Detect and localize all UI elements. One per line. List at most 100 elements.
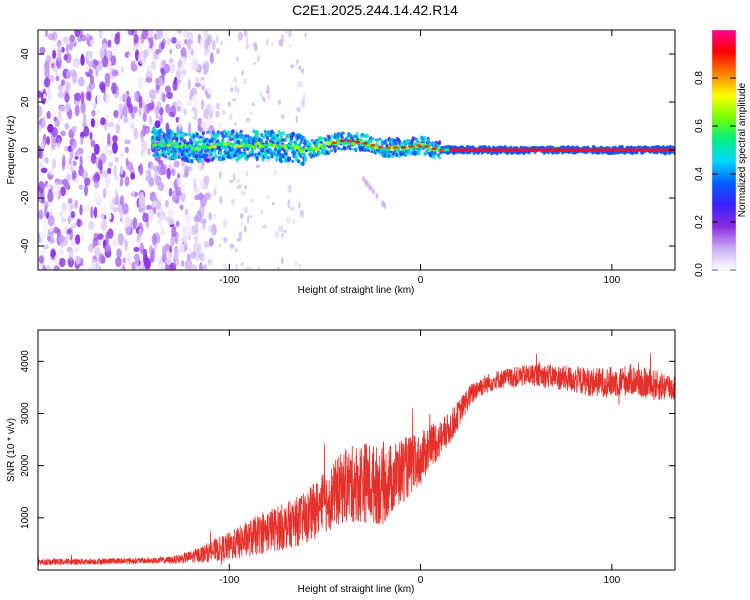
- faint-noise-blob: [304, 32, 307, 38]
- noise-blob: [94, 118, 100, 129]
- noise-blob: [163, 63, 170, 74]
- faint-noise-blob: [298, 263, 302, 270]
- faint-noise-blob: [216, 34, 219, 44]
- noise-blob: [209, 52, 214, 64]
- noise-blob: [133, 127, 139, 140]
- noise-blob: [107, 132, 111, 146]
- noise-blob: [100, 83, 106, 93]
- signal-band-blob: [224, 149, 228, 153]
- signal-core-blob: [150, 139, 155, 143]
- noise-blob: [45, 264, 51, 270]
- noise-blob: [112, 43, 117, 54]
- noise-blob: [132, 190, 136, 198]
- faint-noise-blob: [266, 91, 271, 101]
- signal-band-blob: [190, 158, 194, 162]
- noise-blob: [93, 143, 100, 155]
- noise-blob: [98, 253, 105, 264]
- faint-noise-blob: [301, 68, 305, 74]
- noise-blob: [126, 96, 132, 108]
- noise-blob: [50, 105, 57, 118]
- faint-noise-blob: [272, 201, 275, 206]
- noise-blob: [71, 169, 77, 181]
- colorbar-tick-label: 0.6: [694, 119, 705, 133]
- noise-blob: [38, 181, 45, 194]
- noise-blob: [53, 116, 57, 122]
- noise-blob: [138, 51, 145, 64]
- signal-band-blob: [308, 141, 312, 147]
- faint-noise-blob: [277, 266, 280, 270]
- noise-blob: [175, 259, 180, 266]
- noise-blob: [42, 265, 47, 270]
- signal-core-blob: [297, 147, 302, 151]
- noise-blob: [84, 64, 90, 73]
- secondary-trace-blob: [369, 185, 373, 192]
- noise-blob: [120, 65, 125, 74]
- noise-blob: [68, 158, 72, 165]
- noise-blob: [168, 218, 175, 225]
- faint-noise-blob: [237, 31, 243, 41]
- noise-blob: [157, 252, 161, 263]
- noise-blob: [202, 62, 208, 70]
- signal-band-blob: [200, 148, 204, 152]
- faint-noise-blob: [280, 256, 284, 265]
- noise-blob: [186, 253, 191, 261]
- noise-blob: [55, 75, 60, 82]
- faint-noise-blob: [236, 179, 240, 183]
- noise-blob: [179, 204, 184, 211]
- noise-blob: [124, 176, 130, 187]
- noise-blob: [44, 66, 50, 79]
- secondary-trace-blob: [364, 179, 368, 186]
- noise-blob: [147, 102, 154, 111]
- secondary-trace-blob: [372, 188, 375, 195]
- signal-band-blob: [212, 156, 216, 160]
- spectrogram-image: [38, 30, 675, 270]
- noise-blob: [115, 123, 121, 134]
- noise-blob: [53, 265, 60, 270]
- signal-hotspot: [439, 148, 445, 152]
- signal-band-blob: [296, 159, 301, 163]
- noise-blob: [65, 81, 70, 91]
- noise-blob: [132, 217, 138, 230]
- signal-hotspot: [362, 142, 368, 145]
- noise-blob: [118, 95, 123, 102]
- noise-blob: [114, 188, 119, 196]
- noise-blob: [182, 30, 189, 39]
- noise-blob: [108, 149, 113, 156]
- signal-band-blob: [432, 154, 436, 159]
- signal-core-blob: [187, 144, 192, 148]
- noise-blob: [115, 256, 122, 268]
- noise-blob: [94, 246, 101, 257]
- noise-blob: [66, 228, 72, 235]
- signal-band-blob: [169, 134, 173, 138]
- noise-blob: [104, 72, 111, 83]
- noise-blob: [87, 52, 92, 61]
- noise-blob: [157, 101, 162, 110]
- noise-blob: [194, 221, 199, 235]
- signal-core-blob: [194, 147, 199, 151]
- signal-band-blob: [255, 156, 259, 162]
- noise-blob: [154, 185, 159, 198]
- noise-blob: [70, 202, 74, 210]
- faint-noise-blob: [238, 231, 243, 240]
- noise-blob: [149, 89, 156, 100]
- noise-blob: [55, 186, 59, 199]
- signal-band-blob: [271, 140, 275, 145]
- signal-band-blob: [243, 151, 247, 155]
- noise-blob: [186, 38, 192, 50]
- noise-blob: [95, 196, 103, 206]
- signal-band-blob: [214, 153, 218, 159]
- noise-blob: [119, 177, 124, 187]
- signal-band-blob: [265, 135, 270, 141]
- faint-noise-blob: [302, 94, 307, 101]
- noise-blob: [183, 108, 187, 116]
- faint-noise-blob: [286, 217, 291, 224]
- signal-hotspot: [385, 146, 391, 149]
- signal-band-blob: [224, 132, 228, 138]
- faint-noise-blob: [232, 98, 237, 102]
- noise-blob: [93, 232, 99, 242]
- signal-band-blob: [177, 154, 181, 158]
- noise-blob: [80, 135, 84, 146]
- noise-blob: [159, 106, 164, 116]
- noise-blob: [101, 55, 109, 68]
